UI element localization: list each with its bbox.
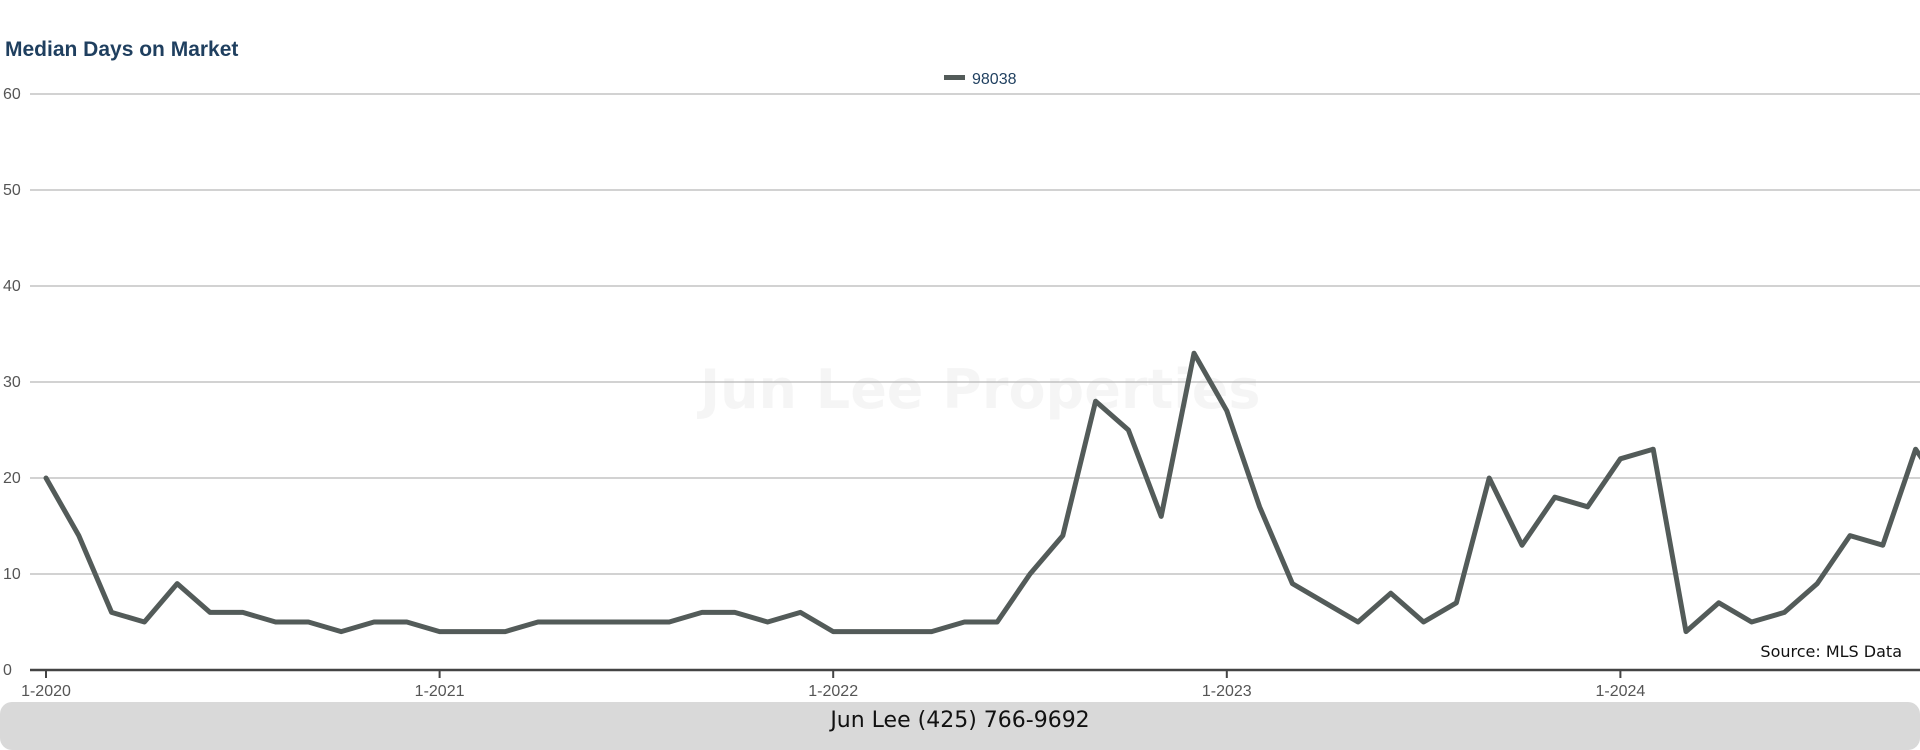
legend-swatch-98038 xyxy=(944,75,965,80)
median-days-chart: 0 10 20 30 40 50 60 1-2020 1-2021 1-2022 1-2023 1-2… xyxy=(3,71,1920,700)
x-tick-label-1-2021: 1-2021 xyxy=(415,683,465,700)
footer-contact: Jun Lee (425) 766-9692 xyxy=(0,702,1920,750)
series-line-98038 xyxy=(43,350,1920,635)
legend-label-98038: 98038 xyxy=(972,71,1017,88)
y-tick-label-50: 50 xyxy=(3,182,21,199)
y-tick-label-0: 0 xyxy=(3,662,12,679)
x-tick-label-1-2023: 1-2023 xyxy=(1202,683,1252,700)
source-note: Source: MLS Data xyxy=(1760,642,1902,661)
x-tick-label-1-2024: 1-2024 xyxy=(1595,683,1645,700)
y-tick-label-20: 20 xyxy=(3,470,21,487)
y-tick-label-10: 10 xyxy=(3,566,21,583)
chart-title: Median Days on Market xyxy=(5,38,239,61)
y-tick-label-30: 30 xyxy=(3,374,21,391)
y-tick-label-60: 60 xyxy=(3,86,21,103)
x-tick-label-1-2020: 1-2020 xyxy=(21,683,71,700)
y-tick-label-40: 40 xyxy=(3,278,21,295)
x-tick-label-1-2022: 1-2022 xyxy=(808,683,858,700)
